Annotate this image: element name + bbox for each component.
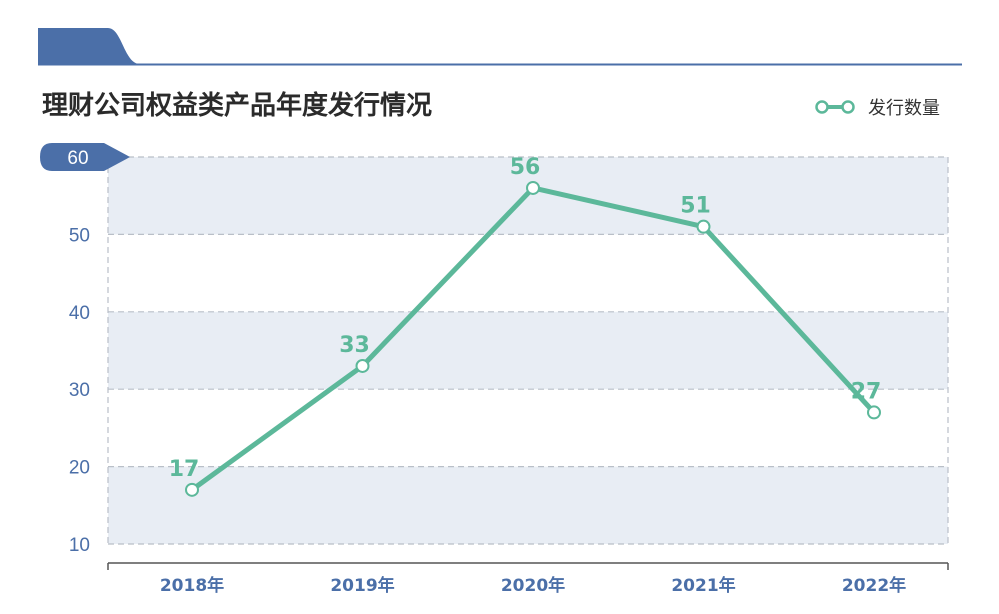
y-axis-top-tag <box>40 143 130 171</box>
data-point <box>526 180 540 195</box>
y-tick-label: 30 <box>69 380 90 401</box>
data-point <box>867 405 881 420</box>
x-tick-label: 2022年 <box>842 575 906 596</box>
x-tick-label: 2021年 <box>671 575 735 596</box>
background-band <box>108 466 948 544</box>
data-label: 27 <box>851 379 882 404</box>
data-point <box>185 482 199 497</box>
chart-title: 理财公司权益类产品年度发行情况 <box>42 90 432 121</box>
header-decoration <box>38 28 962 66</box>
data-point <box>355 358 370 373</box>
y-tick-label: 40 <box>69 303 90 324</box>
y-tick-label: 50 <box>69 225 90 246</box>
data-label: 17 <box>169 457 200 482</box>
legend-marker-left <box>815 100 829 114</box>
y-tick-label: 20 <box>69 458 90 479</box>
background-band <box>108 311 948 390</box>
data-label: 51 <box>680 194 711 219</box>
legend-label: 发行数量 <box>868 98 940 119</box>
y-tick-label: 60 <box>67 148 88 169</box>
legend: 发行数量 <box>815 98 940 119</box>
data-label: 33 <box>339 333 370 358</box>
legend-marker-right <box>841 100 855 114</box>
plot-area: 60 50 40 30 20 10 2018年 2019年 2020年 2021年 2022年 17 3… <box>40 143 949 596</box>
y-tick-label: 10 <box>69 535 90 556</box>
data-label: 56 <box>510 155 541 180</box>
data-point <box>696 219 711 234</box>
x-tick-label: 2019年 <box>330 575 394 596</box>
x-tick-label: 2018年 <box>160 575 224 596</box>
x-tick-label: 2020年 <box>501 575 565 596</box>
